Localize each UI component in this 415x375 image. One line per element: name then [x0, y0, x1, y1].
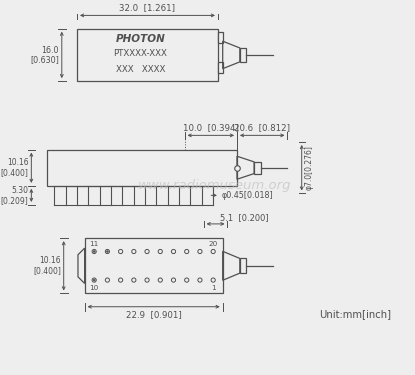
Bar	[46, 150, 237, 186]
Text: 22.9  [0.901]: 22.9 [0.901]	[126, 310, 181, 319]
Bar	[240, 258, 247, 273]
Text: 1: 1	[211, 285, 215, 291]
Bar	[77, 29, 218, 81]
Text: φ0.45[0.018]: φ0.45[0.018]	[222, 191, 273, 200]
Bar	[85, 238, 223, 293]
Text: www.radiomuseum.org: www.radiomuseum.org	[138, 179, 292, 192]
Text: 5.30
[0.209]: 5.30 [0.209]	[1, 186, 29, 205]
Text: 32.0  [1.261]: 32.0 [1.261]	[120, 3, 176, 12]
Circle shape	[93, 251, 95, 252]
Bar	[218, 32, 223, 44]
Text: 5.1  [0.200]: 5.1 [0.200]	[220, 213, 269, 222]
Text: 10.16
[0.400]: 10.16 [0.400]	[0, 158, 29, 177]
Circle shape	[93, 279, 95, 281]
Text: 20: 20	[209, 240, 218, 246]
Text: 10.16
[0.400]: 10.16 [0.400]	[33, 256, 61, 275]
Text: PTXXXX-XXX: PTXXXX-XXX	[113, 50, 167, 58]
Text: XXX   XXXX: XXX XXXX	[116, 65, 165, 74]
Circle shape	[106, 251, 108, 252]
Text: 10: 10	[90, 285, 99, 291]
Text: 16.0
[0.630]: 16.0 [0.630]	[30, 46, 59, 64]
Text: PHOTON: PHOTON	[115, 34, 165, 44]
Bar	[240, 48, 247, 62]
Text: 10.0  [0.394]: 10.0 [0.394]	[183, 123, 239, 132]
Bar	[254, 162, 261, 174]
Bar	[218, 62, 223, 73]
Text: 20.6  [0.812]: 20.6 [0.812]	[234, 123, 290, 132]
Text: 11: 11	[90, 240, 99, 246]
Text: φ7.0[0.276]: φ7.0[0.276]	[305, 145, 314, 190]
Text: Unit:mm[inch]: Unit:mm[inch]	[319, 309, 391, 319]
